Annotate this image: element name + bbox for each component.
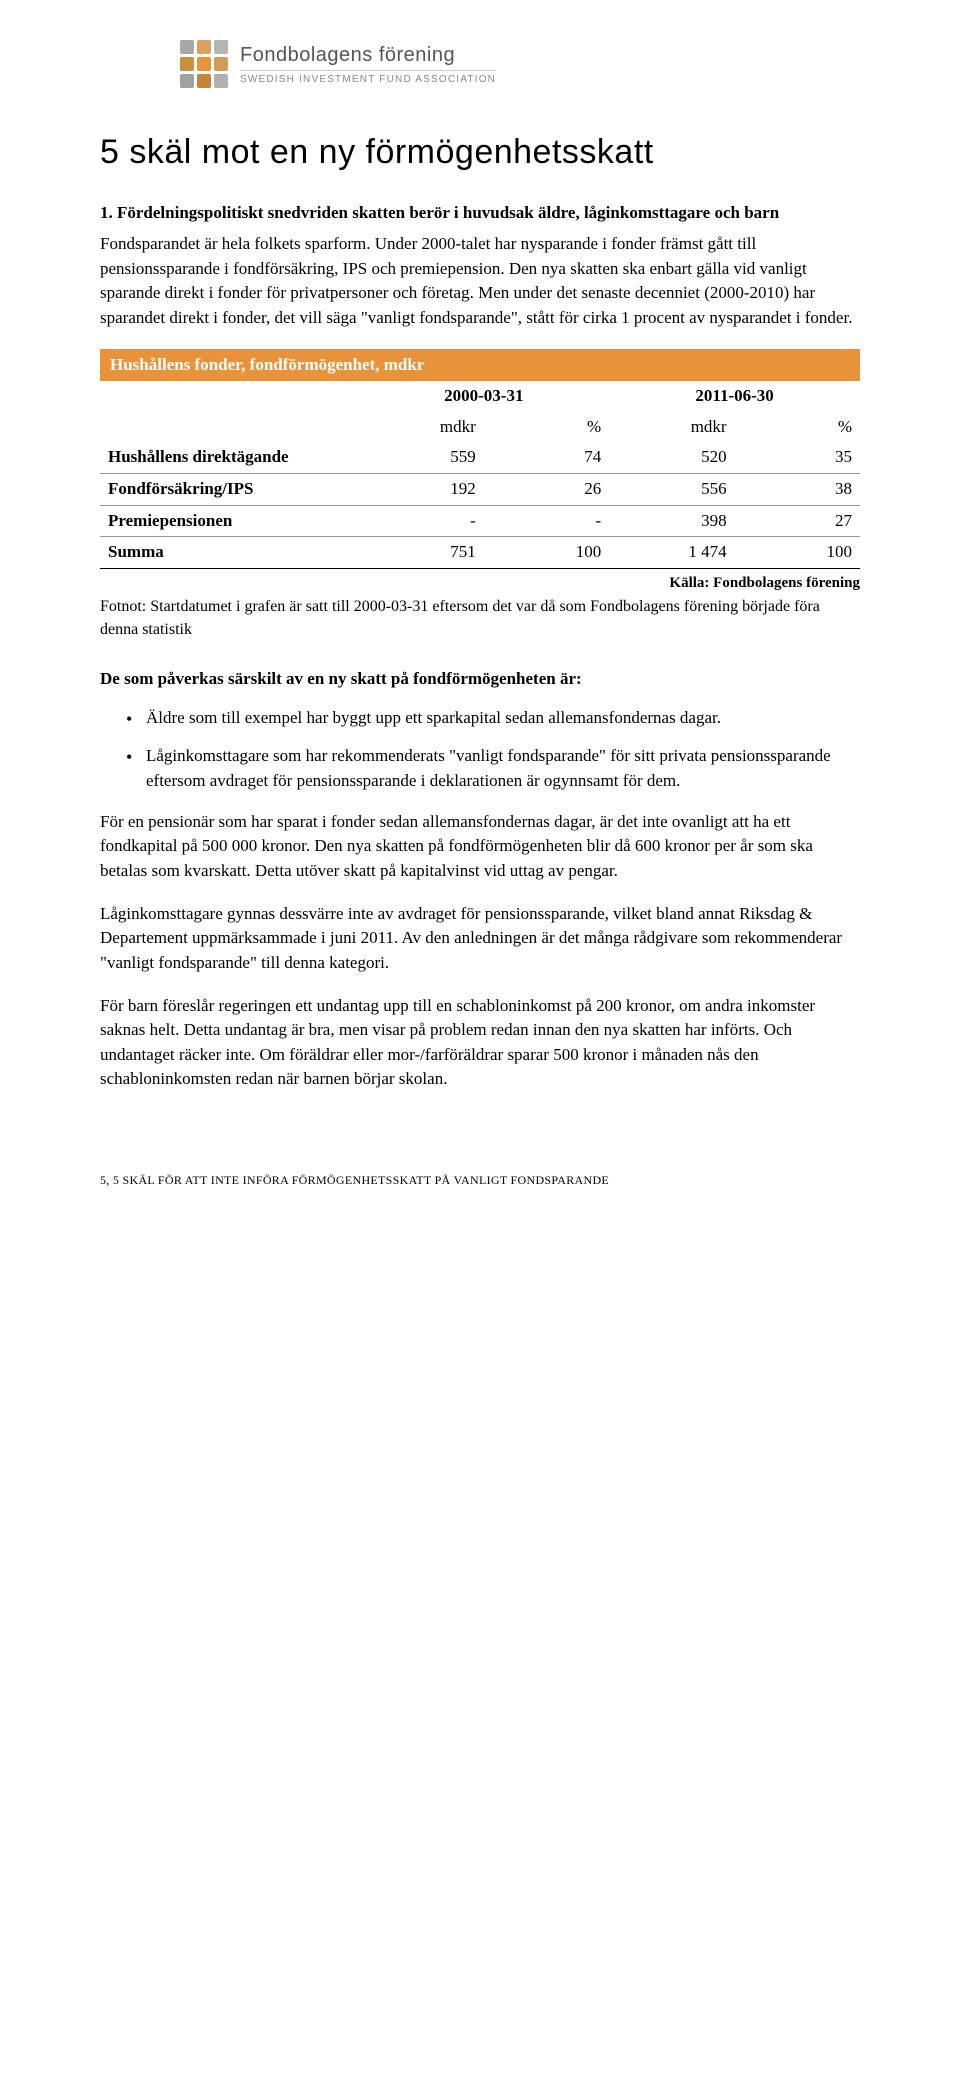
logo-dot — [214, 57, 228, 71]
page-title: 5 skäl mot en ny förmögenhetsskatt — [100, 128, 860, 177]
row-cell: 38 — [735, 474, 860, 506]
list-item: Äldre som till exempel har byggt upp ett… — [126, 706, 860, 731]
row-cell: 26 — [484, 474, 609, 506]
unit-header: mdkr — [609, 412, 734, 443]
row-cell: 520 — [609, 442, 734, 473]
row-cell: - — [358, 505, 483, 537]
row-cell: - — [484, 505, 609, 537]
row-label: Premiepensionen — [100, 505, 358, 537]
logo-dot — [180, 57, 194, 71]
row-cell: 100 — [484, 537, 609, 569]
section-1-body: Fondsparandet är hela folkets sparform. … — [100, 232, 860, 331]
paragraph-lowincome: Låginkomsttagare gynnas dessvärre inte a… — [100, 902, 860, 976]
row-cell: 74 — [484, 442, 609, 473]
table-row: Summa7511001 474100 — [100, 537, 860, 569]
logo-dot — [180, 40, 194, 54]
unit-header: mdkr — [358, 412, 483, 443]
row-cell: 556 — [609, 474, 734, 506]
row-cell: 27 — [735, 505, 860, 537]
row-cell: 192 — [358, 474, 483, 506]
logo-dot — [197, 40, 211, 54]
table-row: Premiepensionen--39827 — [100, 505, 860, 537]
paragraph-pension: För en pensionär som har sparat i fonder… — [100, 810, 860, 884]
row-cell: 100 — [735, 537, 860, 569]
logo-title: Fondbolagens förening — [240, 41, 496, 70]
section-1-heading: 1. Fördelningspolitiskt snedvriden skatt… — [100, 201, 860, 226]
row-cell: 751 — [358, 537, 483, 569]
table-footnote: Fotnot: Startdatumet i grafen är satt ti… — [100, 595, 860, 641]
row-label: Summa — [100, 537, 358, 569]
affected-bullets: Äldre som till exempel har byggt upp ett… — [100, 706, 860, 794]
logo-dot — [197, 57, 211, 71]
row-cell: 398 — [609, 505, 734, 537]
logo-dot — [214, 40, 228, 54]
table-date-1: 2000-03-31 — [358, 381, 609, 412]
logo-subtitle: SWEDISH INVESTMENT FUND ASSOCIATION — [240, 70, 496, 88]
affected-heading: De som påverkas särskilt av en ny skatt … — [100, 667, 860, 692]
unit-header: % — [735, 412, 860, 443]
logo: Fondbolagens förening SWEDISH INVESTMENT… — [180, 40, 860, 88]
table-row: Hushållens direktägande5597452035 — [100, 442, 860, 473]
row-label: Hushållens direktägande — [100, 442, 358, 473]
fund-table: 2000-03-31 2011-06-30 mdkr % mdkr % Hush… — [100, 381, 860, 569]
row-cell: 35 — [735, 442, 860, 473]
logo-dot — [214, 74, 228, 88]
logo-dot — [197, 74, 211, 88]
page-footer: 5, 5 SKÄL FÖR ATT INTE INFÖRA FÖRMÖGENHE… — [100, 1172, 860, 1189]
table-title: Hushållens fonder, fondförmögenhet, mdkr — [100, 349, 860, 382]
table-date-2: 2011-06-30 — [609, 381, 860, 412]
logo-dot — [180, 74, 194, 88]
footer-page-number: 5, — [100, 1173, 110, 1187]
list-item: Låginkomsttagare som har rekommenderats … — [126, 744, 860, 793]
unit-header: % — [484, 412, 609, 443]
row-label: Fondförsäkring/IPS — [100, 474, 358, 506]
table-row: Fondförsäkring/IPS1922655638 — [100, 474, 860, 506]
row-cell: 1 474 — [609, 537, 734, 569]
row-cell: 559 — [358, 442, 483, 473]
table-source: Källa: Fondbolagens förening — [100, 573, 860, 595]
logo-mark — [180, 40, 228, 88]
paragraph-children: För barn föreslår regeringen ett undanta… — [100, 994, 860, 1093]
footer-text: 5 SKÄL FÖR ATT INTE INFÖRA FÖRMÖGENHETSS… — [113, 1173, 609, 1187]
